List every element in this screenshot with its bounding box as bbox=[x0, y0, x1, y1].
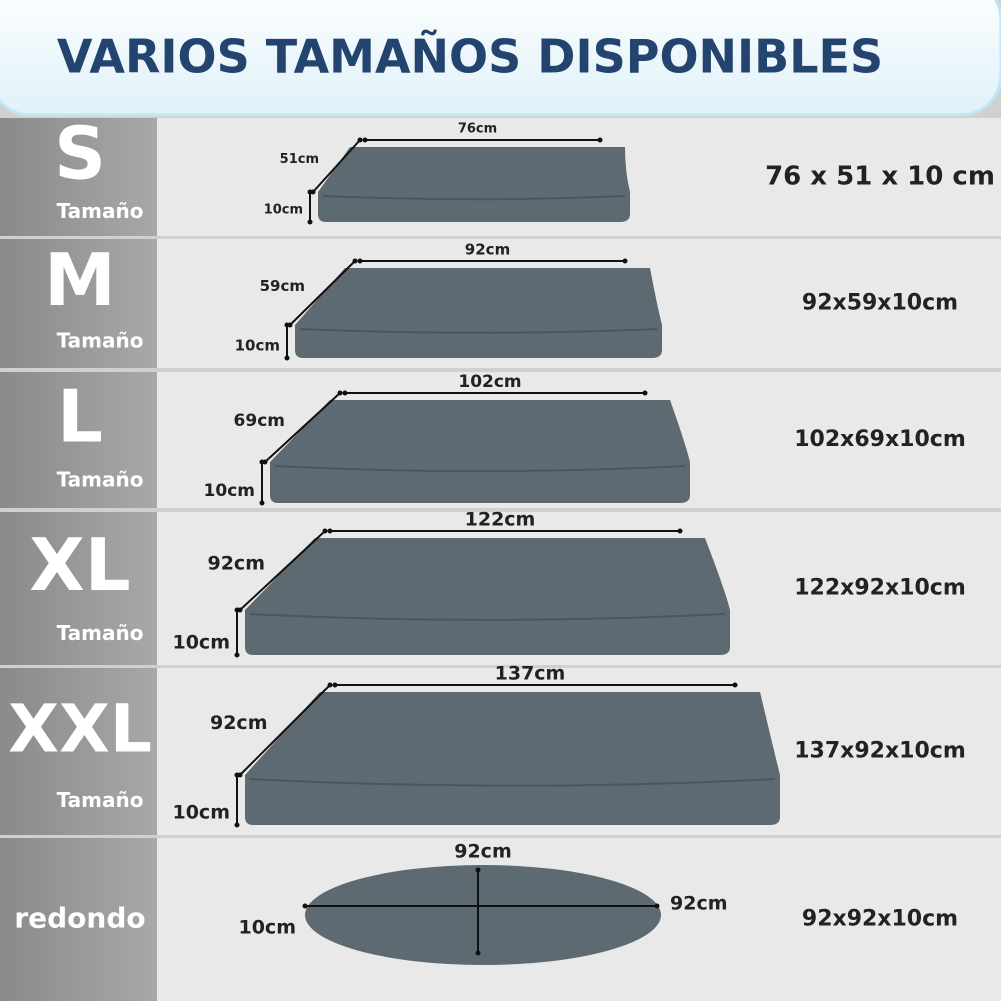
dimensions: 92x59x10cm bbox=[802, 291, 958, 316]
dimension-end bbox=[622, 258, 628, 264]
width-label: 92cm bbox=[465, 241, 510, 259]
size-letter: XXL bbox=[8, 691, 152, 768]
height-label: 10cm bbox=[204, 481, 255, 501]
dimensions: 102x69x10cm bbox=[794, 427, 966, 452]
dimensions: 76 x 51 x 10 cm bbox=[765, 162, 995, 192]
width-label: 76cm bbox=[458, 122, 497, 137]
cushion bbox=[245, 538, 730, 655]
dimension-end bbox=[234, 607, 240, 613]
depth-label: 92cm bbox=[670, 893, 728, 915]
dimensions: 92x92x10cm bbox=[802, 907, 958, 932]
dimension-end bbox=[357, 137, 363, 143]
dimension-end bbox=[259, 500, 265, 506]
size-panel bbox=[0, 668, 157, 835]
width-label: 102cm bbox=[458, 372, 521, 392]
dimension-end bbox=[342, 390, 348, 396]
depth-label: 92cm bbox=[210, 712, 268, 734]
cushion bbox=[270, 400, 690, 503]
dimensions: 137x92x10cm bbox=[794, 739, 966, 764]
cushion-seam bbox=[299, 328, 658, 334]
height-label: 10cm bbox=[235, 337, 280, 355]
size-letter: S bbox=[54, 112, 106, 196]
size-label: Tamaño bbox=[57, 329, 144, 353]
dimension-end bbox=[642, 390, 648, 396]
dimension-end bbox=[732, 682, 738, 688]
cushion-seam bbox=[249, 778, 776, 787]
dimension-line bbox=[239, 684, 331, 776]
height-label: 10cm bbox=[172, 632, 230, 654]
size-letter: M bbox=[44, 238, 116, 322]
size-letter: L bbox=[57, 375, 103, 459]
size-label: Tamaño bbox=[57, 199, 144, 223]
size-label: Tamaño bbox=[57, 788, 144, 812]
dimension-end bbox=[597, 137, 603, 143]
height-label: 10cm bbox=[264, 203, 303, 218]
cushion-seam bbox=[249, 613, 726, 621]
dimension-end bbox=[302, 903, 308, 909]
width-label: 92cm bbox=[454, 841, 512, 863]
size-panel bbox=[0, 512, 157, 665]
dimension-line bbox=[264, 392, 341, 463]
cushion bbox=[305, 865, 661, 965]
size-panel bbox=[0, 838, 157, 1001]
cushion bbox=[295, 268, 662, 358]
cushion bbox=[318, 147, 630, 222]
dimension-line bbox=[289, 260, 356, 326]
dimension-end bbox=[259, 459, 265, 465]
dimensions: 122x92x10cm bbox=[794, 576, 966, 601]
depth-label: 51cm bbox=[280, 152, 319, 167]
dimension-end bbox=[284, 355, 290, 361]
dimension-end bbox=[327, 682, 333, 688]
depth-label: 69cm bbox=[234, 411, 285, 431]
size-label: Tamaño bbox=[57, 467, 144, 491]
dimension-end bbox=[307, 219, 313, 225]
width-label: 122cm bbox=[465, 509, 536, 531]
header-banner bbox=[0, 0, 1001, 117]
dimension-end bbox=[475, 950, 481, 956]
cushion-seam bbox=[274, 465, 686, 473]
depth-label: 59cm bbox=[260, 277, 305, 295]
height-label: 10cm bbox=[238, 917, 296, 939]
dimension-end bbox=[352, 258, 358, 264]
height-label: 10cm bbox=[172, 802, 230, 824]
dimension-end bbox=[654, 903, 660, 909]
dimension-end bbox=[332, 682, 338, 688]
dimension-end bbox=[357, 258, 363, 264]
dimension-end bbox=[284, 322, 290, 328]
dimension-line bbox=[312, 139, 361, 193]
dimension-end bbox=[327, 528, 333, 534]
size-panel bbox=[0, 372, 157, 508]
dimension-end bbox=[337, 390, 343, 396]
dimension-end bbox=[322, 528, 328, 534]
dimension-end bbox=[234, 772, 240, 778]
size-letter: redondo bbox=[14, 902, 145, 935]
width-label: 137cm bbox=[495, 663, 566, 685]
dimension-line bbox=[239, 530, 326, 611]
dimension-end bbox=[677, 528, 683, 534]
size-letter: XL bbox=[29, 523, 130, 607]
size-label: Tamaño bbox=[57, 621, 144, 645]
size-panel bbox=[0, 118, 157, 236]
cushion-seam bbox=[322, 195, 626, 201]
dimension-end bbox=[234, 822, 240, 828]
title: VARIOS TAMAÑOS DISPONIBLES bbox=[57, 30, 883, 84]
depth-label: 92cm bbox=[207, 553, 265, 575]
dimension-end bbox=[307, 189, 313, 195]
dimension-end bbox=[234, 652, 240, 658]
size-panel bbox=[0, 239, 157, 368]
dimension-end bbox=[475, 867, 481, 873]
cushion bbox=[245, 692, 780, 825]
dimension-end bbox=[362, 137, 368, 143]
